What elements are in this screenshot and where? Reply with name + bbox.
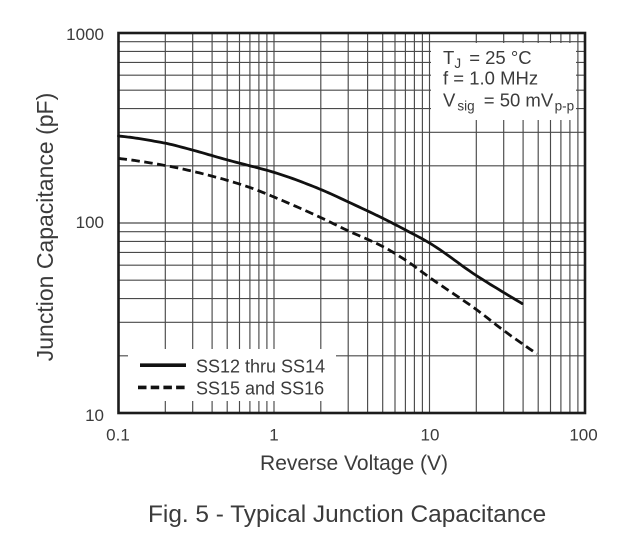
svg-text:Fig. 5 - Typical Junction Capa: Fig. 5 - Typical Junction Capacitance [148,501,546,528]
svg-text:SS12 thru SS14: SS12 thru SS14 [196,357,325,377]
svg-text:100: 100 [76,213,104,232]
svg-text:1000: 1000 [66,25,104,44]
svg-text:f = 1.0 MHz: f = 1.0 MHz [443,68,538,89]
svg-text:TJ = 25 °C: TJ = 25 °C [443,47,532,71]
svg-text:10: 10 [421,426,440,445]
svg-text:0.1: 0.1 [106,426,130,445]
svg-text:1: 1 [269,426,278,445]
svg-text:SS15 and SS16: SS15 and SS16 [196,379,324,399]
svg-text:100: 100 [569,426,597,445]
svg-text:Junction Capacitance (pF): Junction Capacitance (pF) [32,93,58,361]
svg-text:10: 10 [85,406,104,425]
svg-text:Reverse Voltage (V): Reverse Voltage (V) [260,452,448,475]
